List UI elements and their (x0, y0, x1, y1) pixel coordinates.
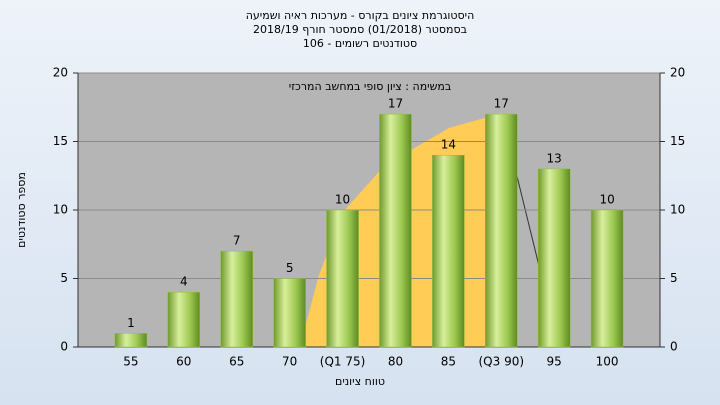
bar (114, 333, 148, 348)
value-label: 4 (180, 275, 188, 289)
value-label: 17 (388, 97, 403, 111)
value-label: 5 (286, 261, 294, 275)
title-line: סטודנטים רשומים - 106 (303, 37, 417, 50)
y-axis-label: מספר סטודנטים (15, 172, 28, 248)
x-tick-label: 70 (282, 355, 297, 369)
x-tick-label: 65 (229, 355, 244, 369)
title-line: היסטוגרמת ציונים בקורס - מערכות ראיה ושמ… (246, 9, 475, 22)
x-tick-label: 60 (176, 355, 191, 369)
value-label: 13 (547, 151, 562, 165)
bar (273, 278, 306, 348)
bar (379, 113, 412, 348)
bar (326, 209, 359, 348)
bar (220, 250, 253, 348)
value-label: 7 (233, 234, 241, 248)
plot-layer: 0 5 10 15 20 0 5 10 15 20 55 1 60 4 65 7 70 5 (Q1 75) 10 80 1… (53, 66, 686, 369)
y-tick-label: 10 (53, 203, 68, 217)
bar (485, 113, 518, 348)
x-tick-label: 95 (547, 355, 562, 369)
y2-tick-label: 5 (670, 271, 678, 285)
value-label: 14 (441, 138, 456, 152)
y2-tick-label: 0 (670, 340, 678, 354)
bar (432, 154, 465, 348)
value-label: 10 (599, 193, 614, 207)
value-label: 17 (494, 97, 509, 111)
x-tick-label: 55 (123, 355, 138, 369)
x-tick-label: 100 (596, 355, 619, 369)
y-tick-label: 15 (53, 134, 68, 148)
bar (590, 209, 624, 348)
value-label: 10 (335, 193, 350, 207)
value-label: 1 (127, 316, 135, 330)
x-tick-label: (Q3 90) (479, 355, 525, 369)
x-tick-label: (Q1 75) (320, 355, 366, 369)
y-tick-label: 0 (60, 340, 68, 354)
y-tick-label: 5 (60, 271, 68, 285)
y-tick-label: 20 (53, 66, 68, 80)
y2-tick-label: 10 (670, 203, 685, 217)
x-tick-label: 80 (388, 355, 403, 369)
y2-tick-label: 15 (670, 134, 685, 148)
connector (514, 167, 541, 271)
annotation: במשימה : ציון סופי במחשב המרכזי (289, 80, 452, 93)
title-line: בסמסטר (01/2018) סמסטר חורף 2018/19 (253, 23, 467, 36)
y2-tick-label: 20 (670, 66, 685, 80)
bar (167, 291, 201, 348)
bar (537, 168, 571, 348)
x-axis-label: טווח ציונים (335, 375, 385, 388)
x-tick-label: 85 (441, 355, 456, 369)
